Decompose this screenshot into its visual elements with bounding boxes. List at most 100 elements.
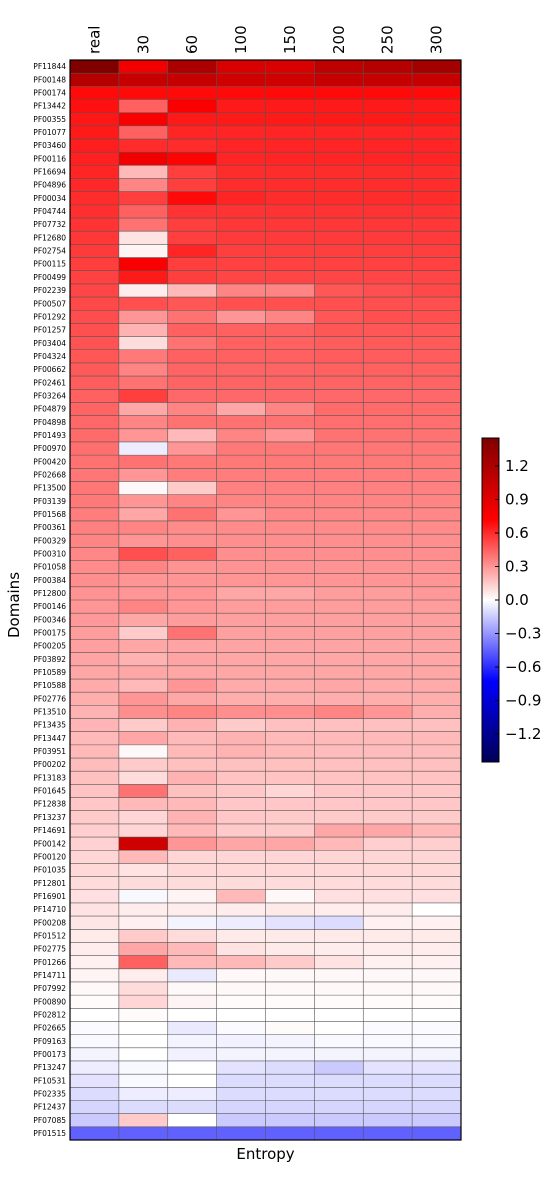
heatmap-cell [167,125,217,140]
heatmap-cell [314,547,364,561]
heatmap-cell [167,415,217,430]
heatmap-cell [265,705,315,719]
heatmap-cell [118,731,169,746]
heatmap-cell [216,573,266,588]
heatmap-cell [118,99,169,113]
heatmap-cell [167,626,217,640]
heatmap-cell [412,679,462,693]
heatmap-cell [118,837,169,851]
heatmap-cell [167,520,217,535]
row-tick-label: PF02335 [33,1090,66,1099]
heatmap-cell [167,995,217,1009]
heatmap-cell [216,784,266,798]
heatmap-cell [70,679,120,693]
row-tick-labels: PF11844 PF00148 PF00174 PF13442 PF00355 PF010… [33,62,66,1138]
heatmap-cell [70,297,120,311]
heatmap-cell [167,494,217,509]
heatmap-cell [363,270,413,285]
heatmap-cell [314,336,364,351]
row-tick-label: PF00384 [33,576,66,585]
row-tick-label: PF02239 [33,286,66,295]
heatmap-cell [363,652,413,667]
row-tick-label: PF12800 [33,589,66,598]
heatmap-cell [216,823,266,838]
row-tick-label: PF14711 [33,971,66,980]
heatmap-cell [363,731,413,746]
heatmap-cell [265,310,315,324]
heatmap-cell [314,613,364,627]
column-tick-label: 60 [183,35,201,54]
row-tick-label: PF02775 [33,945,66,954]
heatmap-cell [412,297,462,311]
heatmap-cell [265,1047,315,1062]
heatmap-cell [412,758,462,772]
heatmap-cell [118,139,169,153]
row-tick-label: PF10588 [33,681,66,690]
heatmap-cell [70,428,120,443]
heatmap-cell [216,916,266,930]
heatmap-cell [363,797,413,812]
heatmap-cell [412,520,462,535]
heatmap-cell [363,139,413,153]
heatmap-cell [70,257,120,272]
heatmap-cell [216,310,266,324]
heatmap-cell [314,257,364,272]
heatmap-cell [167,916,217,930]
heatmap-cell [412,1034,462,1049]
heatmap-cell [70,1126,120,1141]
heatmap-cell [412,613,462,627]
row-tick-label: PF02812 [33,1010,66,1019]
row-tick-label: PF04879 [33,405,66,414]
heatmap-cell [70,139,120,153]
heatmap-cell [363,758,413,772]
heatmap-cell [167,823,217,838]
heatmap-cell [216,441,266,456]
heatmap-cell [412,586,462,601]
heatmap-cell [412,441,462,456]
heatmap-cell [363,507,413,522]
heatmap-cell [265,139,315,153]
heatmap-cell [314,1060,364,1075]
heatmap-cell [314,1113,364,1128]
row-tick-label: PF00202 [33,760,66,769]
heatmap-cell [363,336,413,351]
row-tick-label: PF01512 [33,931,66,940]
heatmap-cell [118,520,169,535]
heatmap-cell [167,297,217,311]
heatmap-cell [216,73,266,87]
heatmap-cell [314,415,364,430]
heatmap-cell [314,560,364,574]
heatmap-cell [265,902,315,917]
heatmap-cell [216,99,266,113]
heatmap-cell [216,876,266,891]
heatmap-cell [167,863,217,877]
heatmap-cell [314,270,364,285]
row-tick-label: PF10589 [33,668,66,677]
heatmap-cell [118,152,169,166]
heatmap-cell [118,955,169,970]
heatmap-cell [70,823,120,838]
heatmap-cell [118,1060,169,1075]
heatmap-cell [167,310,217,324]
heatmap-cell [265,1008,315,1022]
heatmap-cell [118,863,169,877]
heatmap-cell [167,929,217,943]
heatmap-cell [314,244,364,258]
heatmap-cell [70,1008,120,1022]
row-tick-label: PF03460 [33,141,66,150]
heatmap-cell [167,389,217,403]
heatmap-cell [118,428,169,443]
row-tick-label: PF11844 [33,62,66,71]
heatmap-cell [314,297,364,311]
heatmap-cell [412,705,462,719]
heatmap-cell [412,73,462,87]
heatmap-cell [216,481,266,495]
heatmap-cell [363,481,413,495]
heatmap-cell [118,376,169,390]
heatmap-cell [70,244,120,258]
heatmap-cell [314,889,364,904]
heatmap-cell [363,573,413,588]
row-tick-label: PF00420 [33,457,66,466]
heatmap-cell [167,837,217,851]
heatmap-cell [363,600,413,614]
